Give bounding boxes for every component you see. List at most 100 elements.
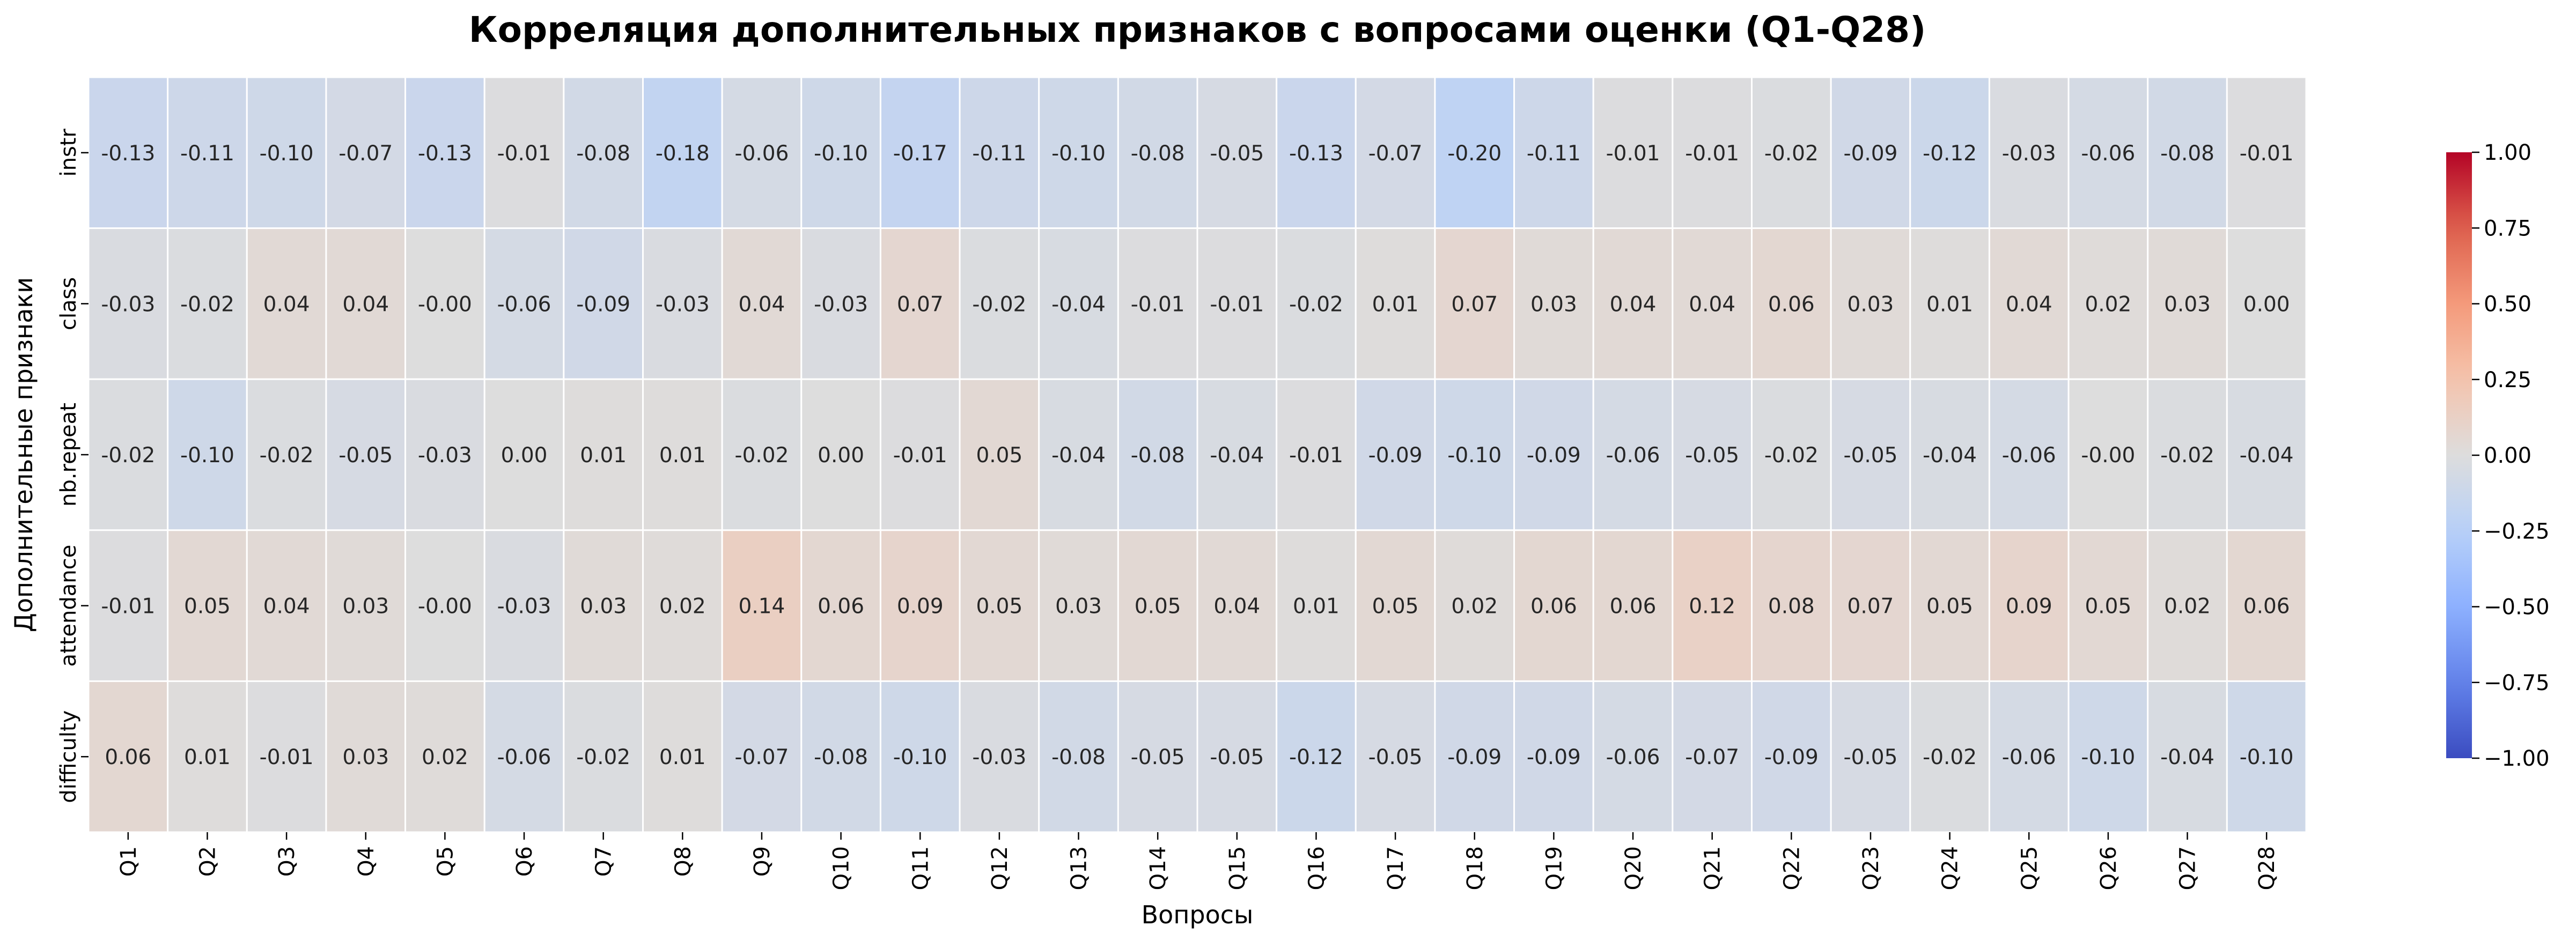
heatmap-cell [642,529,723,682]
heatmap-cell [879,680,961,833]
heatmap-cell [2067,529,2149,682]
x-tick-label: Q10 [829,846,854,890]
heatmap-cell [1434,227,1515,380]
cell-value-label: -0.01 [101,595,155,619]
cell-value-label: -0.08 [1131,443,1185,468]
heatmap-cells: -0.13 -0.11 -0.10 -0.07 -0.13 -0.01 -0.08 -0.18… [87,76,2307,833]
heatmap-cell [1592,76,1674,229]
cell-value-label: -0.10 [1051,142,1106,166]
colorbar-tick-label: 0.50 [2484,292,2531,317]
cell-value-label: -0.08 [814,745,868,769]
cell-value-label: 0.04 [1610,292,1657,316]
cell-value-label: -0.02 [101,443,155,468]
cell-value-label: -0.06 [1606,745,1660,769]
cell-value-label: 0.05 [1372,595,1419,619]
x-tick-label: Q9 [750,846,775,877]
cell-value-label: -0.13 [418,142,472,166]
cell-value-label: -0.07 [1368,142,1423,166]
colorbar-tick-label: −0.75 [2484,671,2550,695]
cell-value-label: -0.01 [1131,292,1185,316]
cell-value-label: -0.05 [1131,745,1185,769]
cell-value-label: -0.10 [814,142,868,166]
heatmap-cell [800,680,881,833]
heatmap-cell [2147,76,2228,229]
x-tick-label: Q5 [433,846,458,877]
cell-value-label: -0.17 [893,142,947,166]
cell-value-label: 0.07 [897,292,944,316]
heatmap-cell [1276,680,1357,833]
cell-value-label: -0.06 [2002,443,2056,468]
cell-value-label: -0.03 [101,292,155,316]
colorbar: 1.00 0.75 0.50 0.25 0.00 −0.25 −0.50 −0.75 −1.00 [2446,140,2550,771]
heatmap-cell [483,680,565,833]
heatmap-cell [1196,680,1278,833]
colorbar-tick-label: 0.00 [2484,443,2531,468]
heatmap-cell [1434,76,1515,229]
cell-value-label: 0.04 [739,292,785,316]
x-tick-label: Q8 [671,846,695,877]
heatmap-cell [959,680,1040,833]
x-tick-label: Q4 [354,846,379,877]
x-tick-label: Q23 [1859,846,1883,890]
cell-value-label: -0.01 [1685,142,1739,166]
x-axis-label: Вопросы [1142,900,1254,929]
heatmap-cell [800,76,881,229]
heatmap-cell [721,680,803,833]
x-tick-label: Q3 [275,846,299,877]
heatmap-cell [246,680,327,833]
x-tick-label: Q18 [1463,846,1488,890]
heatmap-cell [1751,378,1832,531]
colorbar-tick-label: −0.25 [2484,519,2550,544]
heatmap-cell [2147,680,2228,833]
colorbar-gradient [2446,152,2472,758]
chart-title: Корреляция дополнительных признаков с во… [469,9,1926,50]
x-tick-label: Q14 [1146,846,1171,890]
colorbar-tick-label: −1.00 [2484,746,2550,771]
heatmap-cell [1196,529,1278,682]
cell-value-label: 0.14 [739,595,785,619]
heatmap-cell [1830,76,1911,229]
heatmap-cell [563,529,644,682]
cell-value-label: 0.02 [1451,595,1498,619]
cell-value-label: -0.03 [656,292,710,316]
cell-value-label: -0.01 [1210,292,1264,316]
heatmap-cell [721,227,803,380]
x-tick-label: Q24 [1938,846,1963,890]
cell-value-label: 0.05 [976,595,1022,619]
heatmap-cell [2226,680,2307,833]
cell-value-label: -0.06 [497,292,551,316]
cell-value-label: -0.04 [1051,443,1106,468]
cell-value-label: 0.00 [818,443,864,468]
x-tick-label: Q26 [2096,846,2121,890]
cell-value-label: -0.02 [1764,142,1819,166]
cell-value-label: -0.09 [1368,443,1423,468]
cell-value-label: 0.01 [580,443,627,468]
heatmap-cell [1751,680,1832,833]
cell-value-label: -0.05 [1685,443,1739,468]
cell-value-label: -0.09 [1527,745,1581,769]
cell-value-label: 0.03 [1530,292,1577,316]
x-tick-label: Q6 [512,846,537,877]
cell-value-label: 0.01 [1372,292,1419,316]
heatmap-cell [2226,76,2307,229]
heatmap-cell [1513,680,1594,833]
cell-value-label: -0.01 [260,745,314,769]
cell-value-label: 0.04 [2006,292,2052,316]
cell-value-label: -0.02 [576,745,630,769]
cell-value-label: 0.09 [2006,595,2052,619]
cell-value-label: -0.09 [1527,443,1581,468]
x-tick-label: Q12 [988,846,1012,890]
cell-value-label: -0.01 [1289,443,1343,468]
heatmap-cell [800,227,881,380]
heatmap-cell [959,227,1040,380]
heatmap-cell [404,529,485,682]
cell-value-label: -0.06 [2002,745,2056,769]
heatmap-cell [1117,227,1198,380]
heatmap-cell [1117,529,1198,682]
heatmap-cell [1513,378,1594,531]
cell-value-label: -0.06 [735,142,789,166]
cell-value-label: 0.00 [501,443,548,468]
cell-value-label: -0.09 [1844,142,1898,166]
cell-value-label: -0.03 [418,443,472,468]
